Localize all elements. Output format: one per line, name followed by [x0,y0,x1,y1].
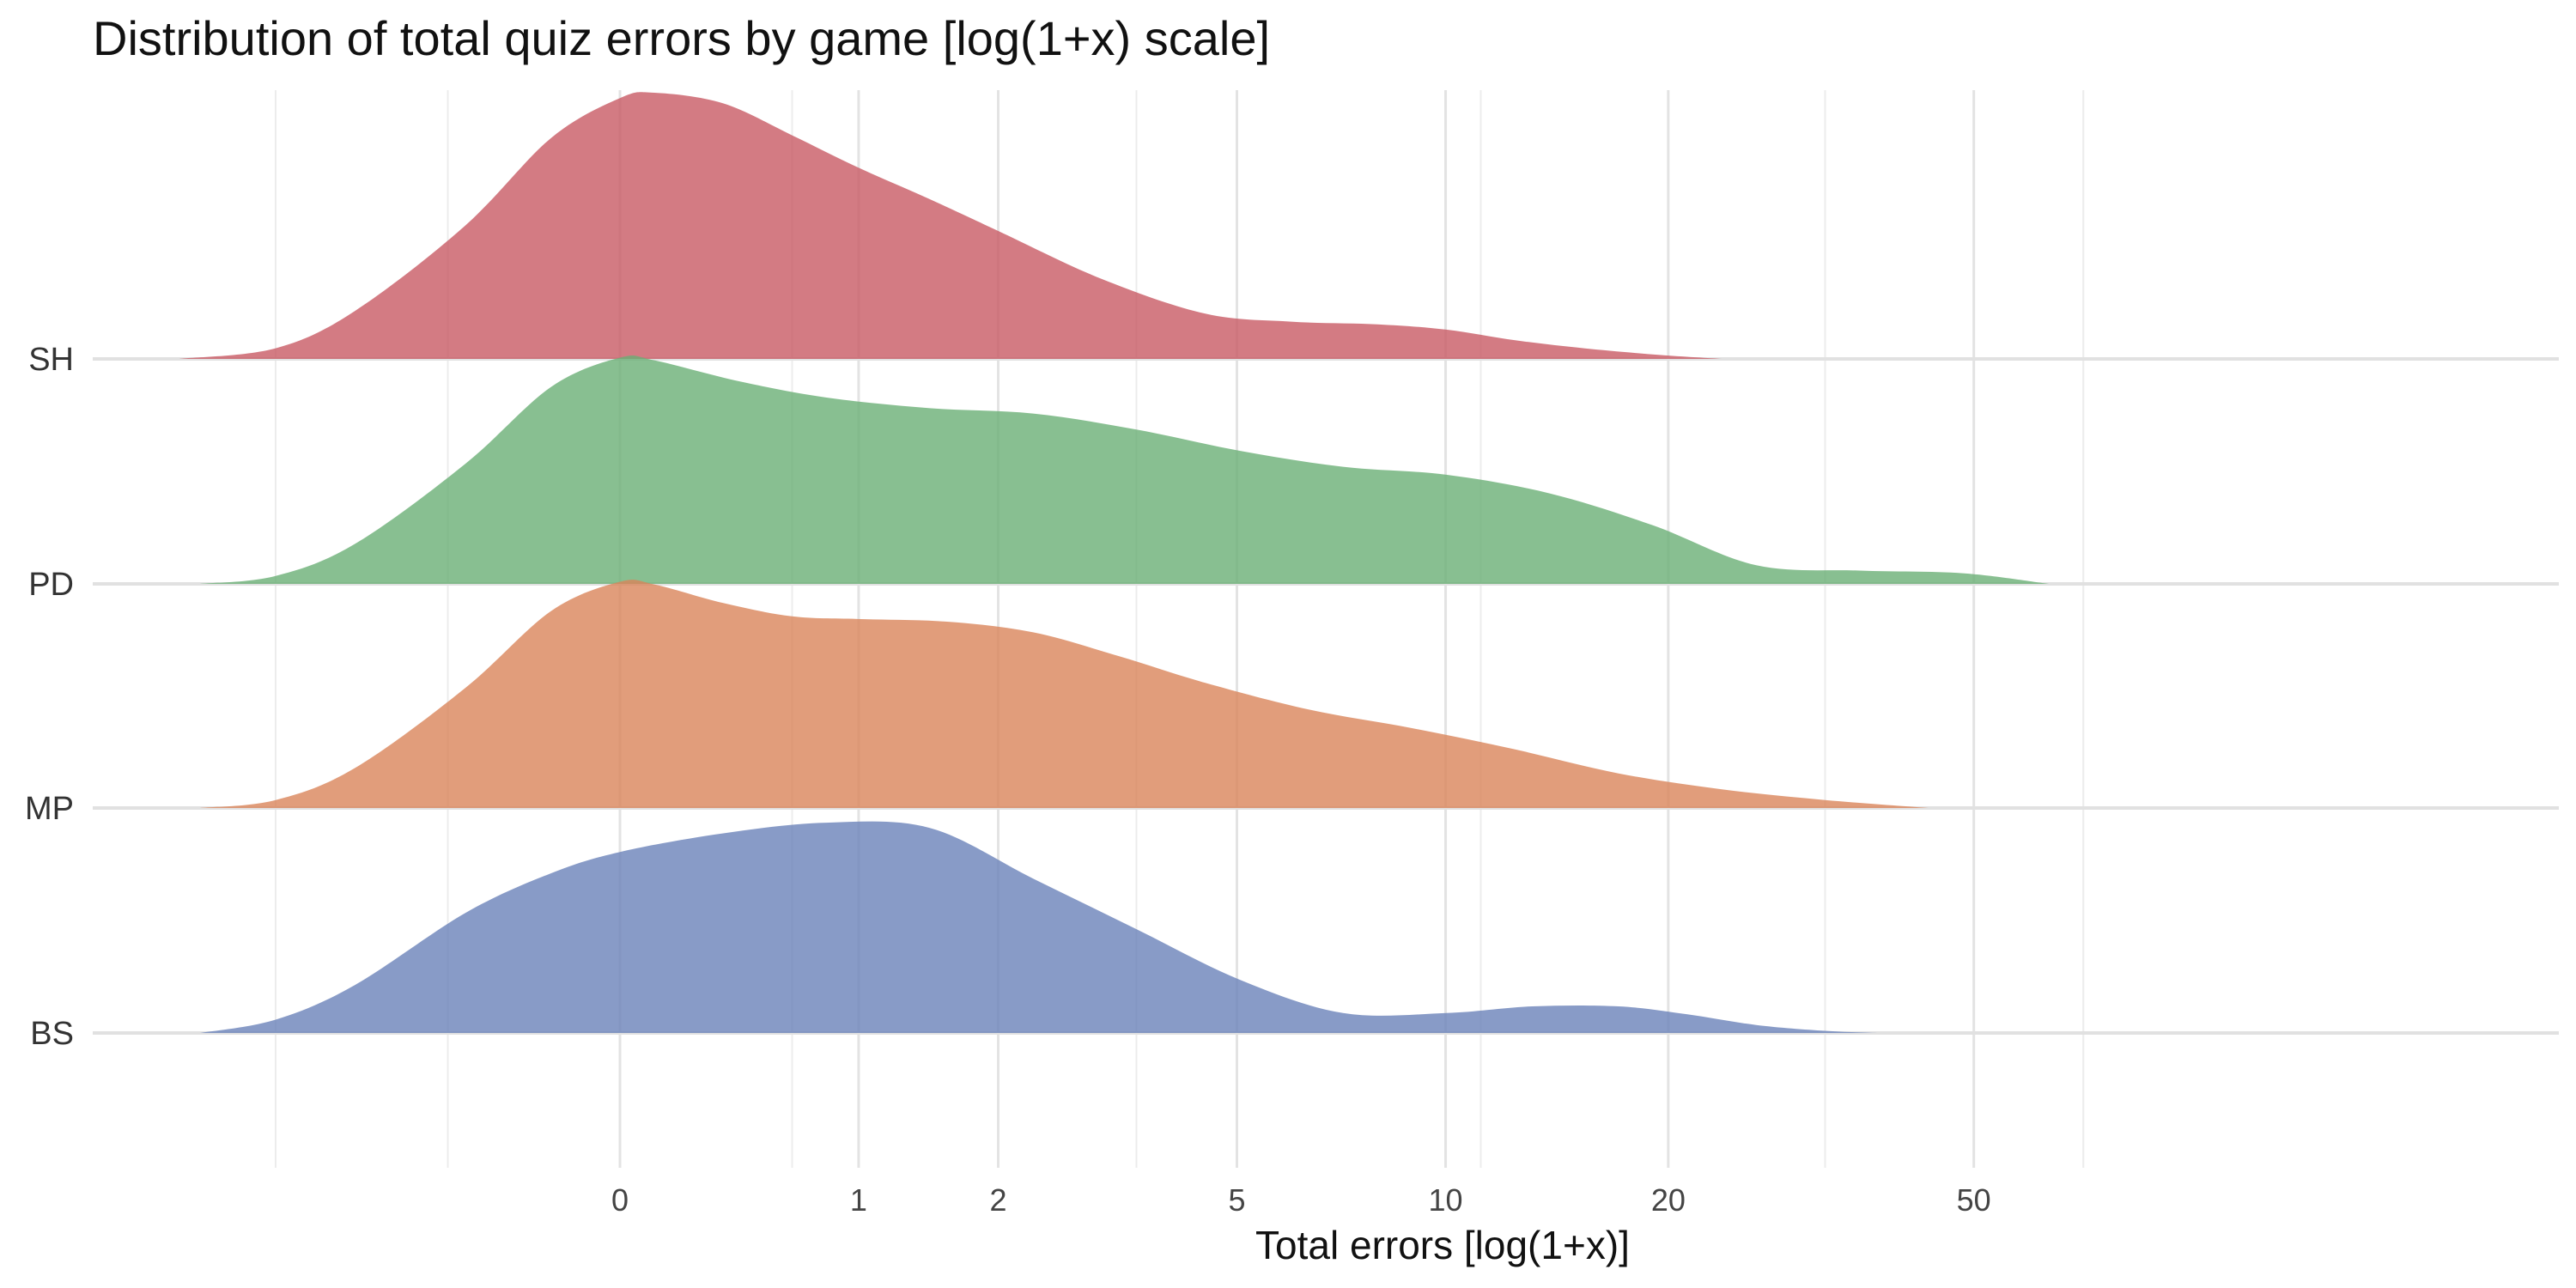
x-tick-label: 10 [1429,1182,1463,1218]
x-tick-label: 1 [850,1182,867,1218]
ridge-mp [199,580,1929,808]
ridge-bs [199,821,1877,1033]
category-label-mp: MP [25,791,74,827]
ridge-sh [179,92,1722,360]
x-tick-label: 20 [1651,1182,1686,1218]
chart-title: Distribution of total quiz errors by gam… [93,11,1270,65]
category-label-pd: PD [28,567,74,603]
gridlines [275,90,2085,1168]
x-axis-label: Total errors [log(1+x)] [1255,1223,1630,1267]
axis-labels: SH PD MP BS 0 1 2 5 10 20 50 [25,342,1991,1218]
x-tick-label: 0 [611,1182,629,1218]
category-label-bs: BS [30,1016,74,1052]
x-tick-label: 50 [1957,1182,1991,1218]
density-ridges [179,92,2050,1033]
ridge-pd [199,355,2050,584]
x-tick-label: 5 [1228,1182,1245,1218]
x-tick-label: 2 [990,1182,1007,1218]
category-label-sh: SH [28,342,74,378]
